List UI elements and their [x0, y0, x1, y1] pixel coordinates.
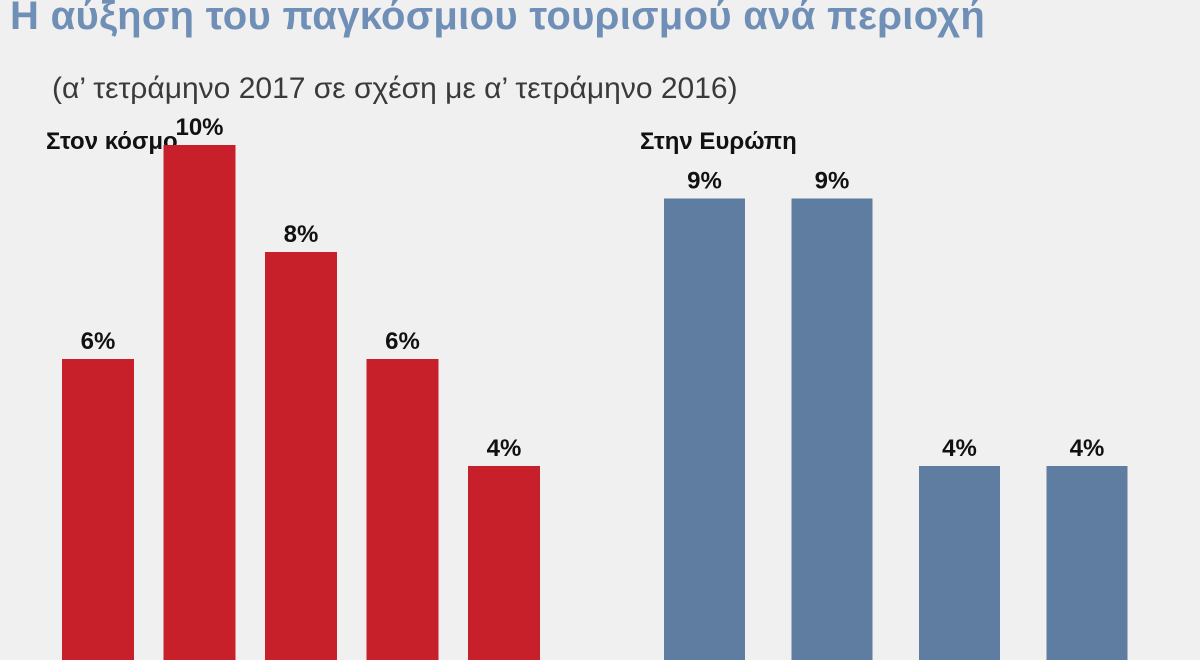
- world-bar-group: 6% 10% 8% 6% 4%: [62, 114, 540, 660]
- europe-bar-label-2: 9%: [815, 168, 850, 195]
- world-bar-3: [265, 252, 337, 660]
- world-bar-1: [62, 359, 134, 660]
- europe-section-label: Στην Ευρώπη: [640, 128, 797, 155]
- europe-bar-label-3: 4%: [942, 435, 977, 462]
- europe-bar-group: 9% 9% 4% 4%: [664, 168, 1128, 660]
- world-bar-label-1: 6%: [81, 328, 116, 355]
- europe-bar-1: [664, 198, 745, 660]
- europe-bar-label-4: 4%: [1070, 435, 1105, 462]
- world-bar-label-4: 6%: [385, 328, 420, 355]
- world-bar-label-3: 8%: [284, 221, 319, 248]
- europe-bar-label-1: 9%: [687, 168, 722, 195]
- world-section-label: Στον κόσμο: [46, 128, 178, 155]
- chart-title: Η αύξηση του παγκόσμιου τουρισμού ανά πε…: [10, 0, 986, 38]
- europe-bar-3: [919, 466, 1000, 660]
- europe-bar-4: [1046, 466, 1128, 660]
- europe-bar-2: [791, 198, 873, 660]
- world-bar-4: [366, 359, 439, 660]
- world-bar-label-2: 10%: [175, 114, 223, 141]
- chart-subtitle: (α’ τετράμηνο 2017 σε σχέση με α’ τετράμ…: [52, 72, 738, 105]
- world-bar-label-5: 4%: [487, 435, 522, 462]
- world-bar-2: [163, 145, 236, 660]
- world-bar-5: [468, 466, 540, 660]
